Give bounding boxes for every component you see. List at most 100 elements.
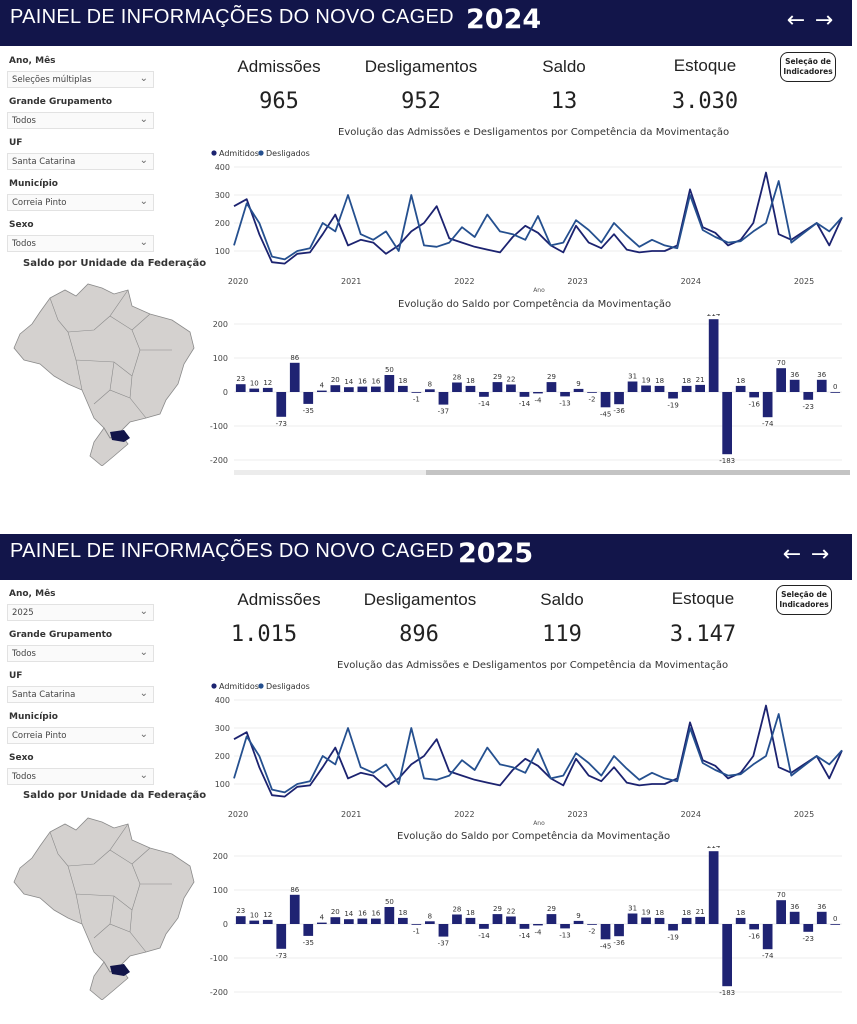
- saldo-bar: [344, 387, 354, 392]
- filter-municipio[interactable]: Correia Pinto ⌄: [7, 194, 154, 211]
- filter-ano-mes[interactable]: Seleções múltiplas ⌄: [7, 71, 154, 88]
- saldo-bar: [668, 392, 678, 399]
- filter-label-sexo: Sexo: [9, 220, 34, 230]
- forward-arrow-icon[interactable]: →: [814, 8, 834, 33]
- brazil-map-shape: [13, 817, 195, 973]
- filter-value: 2025: [12, 608, 34, 618]
- bar-value-label: -13: [559, 399, 570, 407]
- saldo-bar: [816, 379, 827, 392]
- selecao-indicadores-button[interactable]: Seleção de Indicadores: [776, 585, 832, 615]
- bar-chart-saldo[interactable]: 200 100 0 -100 -200 23 10 12 -73 86 -35 4 20 14 16 16 50…: [204, 846, 850, 1006]
- back-arrow-icon[interactable]: ←: [786, 8, 806, 33]
- saldo-bar: [560, 924, 570, 929]
- filter-value: Todos: [12, 116, 36, 126]
- bar-value-label: 31: [628, 905, 637, 913]
- saldo-bar: [479, 924, 489, 929]
- filter-grande-grupamento[interactable]: Todos ⌄: [7, 645, 154, 662]
- bar-value-label: 18: [736, 377, 745, 385]
- line-chart-admissoes-desligamentos[interactable]: Admitidos Desligados 100 200 300 400 2020 2021 2…: [204, 676, 850, 828]
- filter-uf[interactable]: Santa Catarina ⌄: [7, 153, 154, 170]
- x-tick-label: 2024: [681, 277, 701, 286]
- bar-value-label: 16: [371, 910, 380, 918]
- saldo-bar: [317, 922, 327, 924]
- bar-value-label: -45: [600, 942, 611, 950]
- saldo-bar: [411, 392, 422, 393]
- kpi-label-estoque: Estoque: [671, 589, 735, 608]
- saldo-bar: [249, 388, 260, 392]
- scrollbar-thumb[interactable]: [426, 470, 850, 475]
- bar-value-label: 9: [576, 912, 580, 920]
- chevron-down-icon: ⌄: [139, 196, 148, 207]
- bar-value-label: 18: [466, 909, 475, 917]
- panel-year: 2024: [466, 4, 542, 35]
- forward-arrow-icon[interactable]: →: [810, 542, 830, 567]
- santa-catarina-highlight[interactable]: [110, 964, 130, 976]
- saldo-bar: [330, 917, 341, 924]
- saldo-bar: [681, 917, 692, 924]
- saldo-bar: [398, 917, 408, 924]
- saldo-bar: [776, 900, 786, 924]
- y-tick-label: 200: [213, 852, 228, 861]
- filter-municipio[interactable]: Correia Pinto ⌄: [7, 727, 154, 744]
- saldo-bar: [506, 384, 516, 392]
- bar-value-label: 18: [466, 377, 475, 385]
- x-tick-label: 2022: [454, 277, 474, 286]
- brazil-map[interactable]: [10, 280, 198, 466]
- back-arrow-icon[interactable]: ←: [782, 542, 802, 567]
- saldo-bar: [235, 384, 246, 392]
- santa-catarina-highlight[interactable]: [110, 430, 130, 442]
- bar-value-label: 10: [250, 380, 259, 388]
- brazil-map-borders: [49, 823, 172, 953]
- bar-value-label: 70: [777, 891, 786, 899]
- y-tick-label: 200: [213, 320, 228, 329]
- panel-title: PAINEL DE INFORMAÇÕES DO NOVO CAGED: [10, 6, 454, 28]
- saldo-bar: [398, 385, 408, 392]
- saldo-bar: [262, 387, 273, 392]
- bar-value-label: 18: [682, 909, 691, 917]
- bar-value-label: 8: [428, 912, 432, 920]
- saldo-bar: [411, 924, 422, 925]
- chevron-down-icon: ⌄: [139, 114, 148, 125]
- filter-ano-mes[interactable]: 2025 ⌄: [7, 604, 154, 621]
- saldo-bar: [789, 911, 800, 924]
- bar-value-label: 16: [358, 378, 367, 386]
- filter-label-grande-grupamento: Grande Grupamento: [9, 97, 113, 107]
- bar-value-label: -4: [535, 928, 543, 936]
- filter-sexo[interactable]: Todos ⌄: [7, 768, 154, 785]
- filter-sexo[interactable]: Todos ⌄: [7, 235, 154, 252]
- series-line-desligados: [233, 180, 843, 261]
- saldo-bar: [614, 924, 624, 937]
- bar-value-label: -183: [719, 989, 735, 997]
- filter-uf[interactable]: Santa Catarina ⌄: [7, 686, 154, 703]
- bar-value-label: -1: [413, 395, 420, 403]
- line-chart-admissoes-desligamentos[interactable]: Admitidos Desligados 100 200 300 400 2020 2021 2…: [204, 143, 850, 296]
- saldo-bar: [465, 385, 476, 392]
- bar-value-label: -23: [802, 935, 813, 943]
- bar-value-label: 21: [696, 376, 705, 384]
- saldo-bar: [357, 386, 368, 392]
- y-tick-label: 100: [213, 354, 228, 363]
- saldo-bar: [641, 917, 651, 924]
- bar-value-label: -183: [719, 457, 735, 465]
- saldo-bar: [249, 920, 260, 924]
- bar-value-label: -2: [589, 396, 596, 404]
- horizontal-scrollbar[interactable]: [234, 470, 850, 475]
- kpi-label-estoque: Estoque: [673, 56, 737, 75]
- filter-grande-grupamento[interactable]: Todos ⌄: [7, 112, 154, 129]
- saldo-bar: [479, 392, 489, 397]
- saldo-bar: [614, 392, 624, 405]
- brazil-map[interactable]: [10, 814, 198, 1000]
- filter-value: Todos: [12, 772, 36, 782]
- saldo-bar: [289, 894, 300, 924]
- panel-2024: PAINEL DE INFORMAÇÕES DO NOVO CAGED 2024…: [0, 0, 857, 500]
- map-title: Saldo por Unidade da Federação: [23, 790, 207, 801]
- y-tick-label: 300: [215, 724, 230, 733]
- kpi-value-desligamentos: 896: [399, 622, 439, 647]
- filter-label-uf: UF: [9, 138, 23, 148]
- saldo-bar: [803, 924, 814, 932]
- selecao-indicadores-button[interactable]: Seleção de Indicadores: [780, 52, 836, 82]
- kpi-value-desligamentos: 952: [401, 89, 441, 114]
- bar-value-label: 18: [655, 909, 664, 917]
- bar-chart-saldo[interactable]: 200 100 0 -100 -200 23 10 12 -73 86 -35 4 20 14 16 16 50…: [204, 314, 850, 466]
- bar-value-label: 22: [507, 376, 516, 384]
